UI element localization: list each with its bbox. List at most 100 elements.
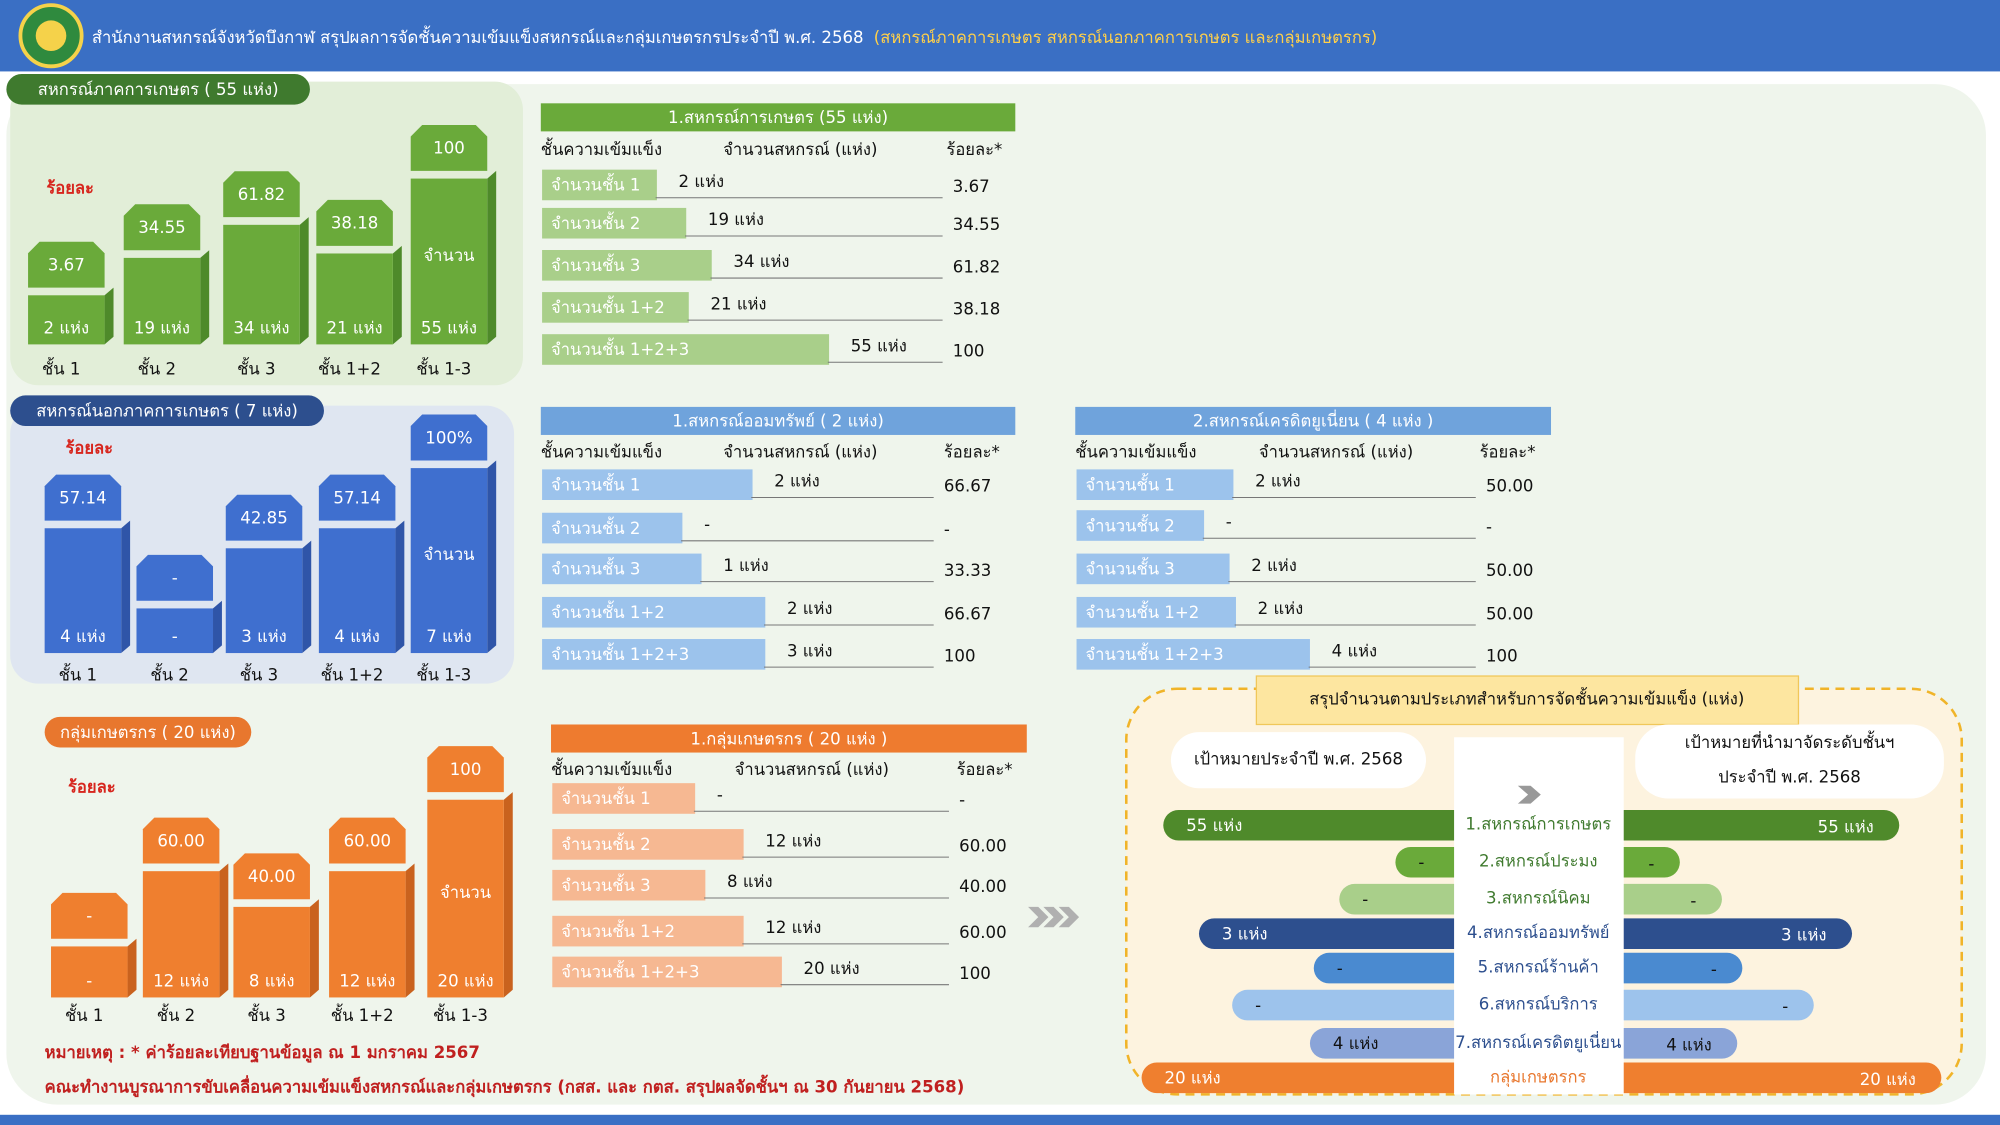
subtitle: (สหกรณ์ภาคการเกษตร สหกรณ์นอกภาคการเกษตร … [874, 28, 1377, 48]
row-label-bar [542, 553, 702, 585]
bar [410, 468, 488, 654]
type-name: 3.สหกรณ์นิคม [1486, 889, 1591, 908]
footnote: หมายเหตุ : * ค่าร้อยละเทียบฐานข้อมูล ณ 1… [45, 1043, 480, 1064]
percent-box [142, 817, 220, 864]
right-bar [1608, 918, 1853, 949]
count-label: 21 แห่ง [327, 319, 383, 338]
bar-side [127, 938, 137, 998]
category-label: ชั้น 1 [42, 356, 80, 378]
bar [225, 548, 303, 654]
row-count: 2 แห่ง [787, 599, 833, 618]
section-pill [10, 395, 324, 427]
bar [51, 946, 128, 998]
row-count: 4 แห่ง [1332, 641, 1378, 660]
name-box [1454, 845, 1624, 879]
bar [233, 906, 310, 998]
left-value: - [1255, 996, 1261, 1015]
count-label: 12 แห่ง [339, 972, 395, 991]
percent-label: 61.82 [238, 185, 285, 204]
left-value: - [1337, 959, 1343, 978]
bar-side [121, 520, 131, 654]
header-title: สำนักงานสหกรณ์จังหวัดบึงกาฬ สรุปผลการจัด… [92, 25, 1377, 48]
row-label-bar [542, 207, 687, 239]
left-bar [1141, 1062, 1470, 1094]
percent-label: 3.67 [48, 255, 85, 274]
row-count: 2 แห่ง [774, 472, 820, 491]
column-header: ร้อยละ* [957, 760, 1013, 779]
percent-label: 34.55 [138, 218, 185, 237]
bar-side [487, 460, 497, 654]
right-bar [1608, 1028, 1738, 1059]
count-label: 12 แห่ง [153, 972, 209, 991]
section-pill [6, 73, 310, 105]
category-label: ชั้น 3 [240, 663, 278, 685]
bar [223, 224, 300, 345]
row-label-bar [542, 596, 766, 628]
section-label: สหกรณ์นอกภาคการเกษตร ( 7 แห่ง) [36, 401, 298, 420]
category-label: ชั้น 1-3 [416, 356, 471, 378]
row-label: จำนวนชั้น 1+2+3 [551, 642, 689, 664]
left-value: 3 แห่ง [1222, 924, 1268, 943]
row-count: 34 แห่ง [733, 252, 789, 271]
bar [123, 257, 201, 345]
bar-side [405, 863, 415, 998]
row-percent: 38.18 [953, 299, 1000, 318]
count-label: 19 แห่ง [134, 319, 190, 338]
row-count: 8 แห่ง [727, 872, 773, 891]
row-percent: 50.00 [1486, 604, 1533, 623]
row-percent: 50.00 [1486, 477, 1533, 496]
right-bar [1608, 989, 1814, 1021]
percent-box [223, 171, 300, 218]
row-label-bar [542, 169, 657, 201]
row-count: 21 แห่ง [710, 294, 766, 313]
left-bar [1339, 883, 1470, 915]
row-percent: 61.82 [953, 257, 1000, 276]
row-count: - [704, 515, 710, 534]
table-title-bar [540, 406, 1016, 435]
name-box [1454, 917, 1624, 951]
row-percent: - [944, 520, 950, 539]
row-label: จำนวนชั้น 1 [551, 173, 640, 195]
bar-side [200, 250, 210, 345]
bar-side [392, 245, 402, 345]
footer-bar [0, 1114, 2000, 1125]
row-percent: 100 [1486, 646, 1518, 665]
row-label: จำนวนชั้น 2 [551, 516, 640, 538]
category-label: ชั้น 1+2 [331, 1003, 394, 1025]
bar-side [309, 899, 319, 998]
name-box [1454, 951, 1624, 985]
row-label-bar [552, 783, 696, 814]
right-header: ประจำปี พ.ศ. 2568 [1718, 768, 1861, 787]
column-header: จำนวนสหกรณ์ (แห่ง) [735, 760, 889, 779]
bar [329, 871, 406, 998]
type-name: 2.สหกรณ์ประมง [1479, 852, 1598, 871]
row-label: จำนวนชั้น 2 [551, 211, 640, 233]
category-label: ชั้น 3 [247, 1003, 285, 1025]
row-percent: 100 [944, 646, 976, 665]
row-percent: - [1486, 518, 1492, 537]
row-percent: 66.67 [944, 604, 991, 623]
bar-note: จำนวน [440, 883, 491, 902]
percent-box [410, 414, 488, 461]
count-label: 4 แห่ง [60, 627, 106, 646]
right-value: 3 แห่ง [1781, 926, 1827, 945]
right-value: - [1711, 960, 1717, 979]
summary-title: สรุปจำนวนตามประเภทสำหรับการจัดชั้นความเข… [1309, 687, 1744, 710]
row-label: จำนวนชั้น 2 [561, 832, 650, 854]
row-label: จำนวนชั้น 3 [561, 873, 650, 895]
column-header: ชั้นความเข้มแข็ง [1075, 439, 1196, 461]
count-label: 8 แห่ง [249, 972, 295, 991]
row-label: จำนวนชั้น 1+2+3 [551, 337, 689, 359]
percent-label: - [86, 907, 92, 926]
category-label: ชั้น 2 [150, 663, 188, 685]
type-name: 7.สหกรณ์เครดิตยูเนี่ยน [1455, 1031, 1621, 1053]
table-title-bar [1075, 406, 1552, 435]
bar [142, 871, 220, 998]
bar [28, 295, 105, 345]
percent-label: 60.00 [157, 831, 204, 850]
row-percent: 100 [953, 342, 985, 361]
header-bar [0, 0, 2000, 72]
table-title-bar [551, 724, 1027, 753]
bar-side [219, 863, 229, 998]
